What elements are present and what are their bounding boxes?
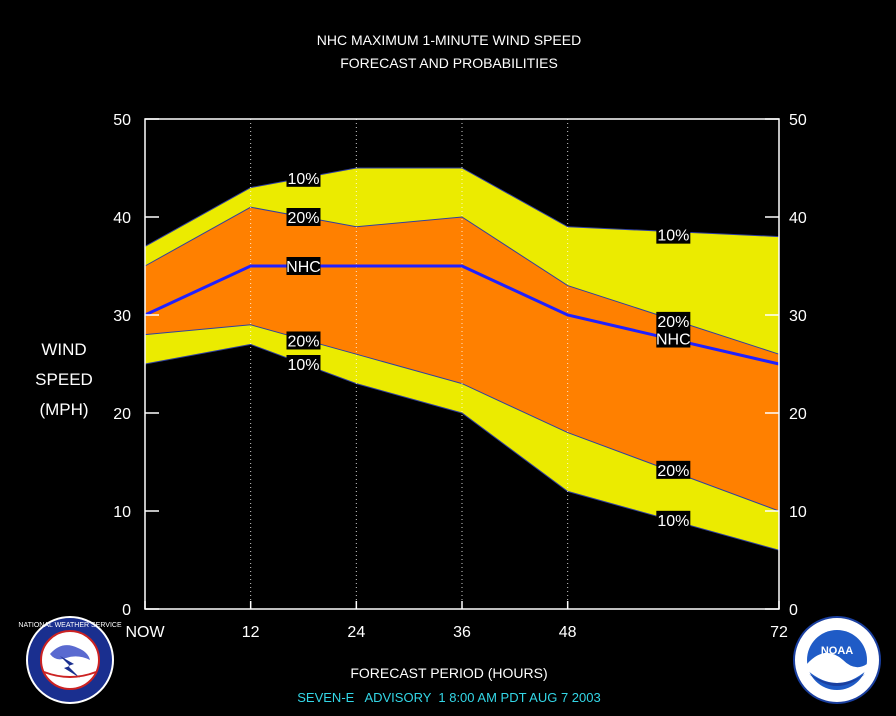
x-tick-label: 36 xyxy=(453,624,471,641)
x-tick-label: 48 xyxy=(559,624,577,641)
y-tick-label-right: 50 xyxy=(789,112,807,129)
y-axis-label-line: SPEED xyxy=(35,370,93,389)
y-tick-label-left: 40 xyxy=(113,210,131,227)
series-line-upper-20 xyxy=(144,206,780,355)
annotation-label: 10% xyxy=(287,357,319,374)
y-axis-label: WIND SPEED (MPH) xyxy=(35,340,93,419)
y-tick-label-left: 0 xyxy=(122,602,131,619)
series-line-upper-10 xyxy=(144,167,780,247)
y-axis-label-line: (MPH) xyxy=(39,400,88,419)
y-tick-label-right: 40 xyxy=(789,210,807,227)
annotation-box xyxy=(656,311,691,330)
x-tick-label: NOW xyxy=(125,624,165,641)
x-axis-label: FORECAST PERIOD (HOURS) xyxy=(350,665,547,681)
y-tick-label-left: 20 xyxy=(113,406,131,423)
annotation-box xyxy=(656,225,691,244)
annotation-label: NHC xyxy=(286,259,321,276)
annotation-box xyxy=(286,331,321,350)
plot-area: 0 0 10 10 20 20 30 30 40 40 50 50 NOW 12 24 36 48 72 10% 20… xyxy=(113,112,807,641)
series-line-nhc xyxy=(144,264,780,366)
advisory-text: SEVEN-E ADVISORY 1 8:00 AM PDT AUG 7 200… xyxy=(297,690,600,705)
annotation-box xyxy=(656,510,691,529)
series-line-lower-10 xyxy=(144,343,780,551)
chart-title: NHC MAXIMUM 1-MINUTE WIND SPEED xyxy=(317,32,581,48)
y-tick-label-right: 20 xyxy=(789,406,807,423)
annotation-box xyxy=(656,329,691,348)
y-tick-label-right: 30 xyxy=(789,308,807,325)
x-tick-label: 12 xyxy=(242,624,260,641)
y-tick-label-left: 30 xyxy=(113,308,131,325)
x-tick-label: 72 xyxy=(770,624,788,641)
y-axis-label-line: WIND xyxy=(41,340,86,359)
annotation-label: NHC xyxy=(656,332,691,349)
y-tick-label-left: 10 xyxy=(113,504,131,521)
y-tick-label-right: 0 xyxy=(789,602,798,619)
annotation-label: 10% xyxy=(657,513,689,530)
annotation-box xyxy=(286,355,321,373)
annotation-label: 10% xyxy=(657,228,689,245)
y-tick-label-left: 50 xyxy=(113,112,131,129)
y-tick-label-right: 10 xyxy=(789,504,807,521)
annotation-box xyxy=(286,257,321,275)
annotation-box xyxy=(286,208,321,226)
noaa-logo-icon: NOAA xyxy=(793,616,881,704)
series-line-lower-20 xyxy=(144,324,780,512)
nws-logo-icon: NATIONAL WEATHER SERVICE xyxy=(18,616,122,704)
annotation-box xyxy=(656,460,691,479)
annotation-label: 20% xyxy=(657,314,689,331)
noaa-logo-text: NOAA xyxy=(821,645,853,657)
annotation-label: 20% xyxy=(657,463,689,480)
chart-subtitle: FORECAST AND PROBABILITIES xyxy=(340,55,558,71)
x-tick-label: 24 xyxy=(347,624,365,641)
annotation-label: 10% xyxy=(287,171,319,188)
annotation-box xyxy=(286,168,321,187)
annotation-label: 20% xyxy=(287,210,319,227)
annotation-label: 20% xyxy=(287,333,319,350)
nws-logo-text: NATIONAL WEATHER SERVICE xyxy=(18,622,122,629)
